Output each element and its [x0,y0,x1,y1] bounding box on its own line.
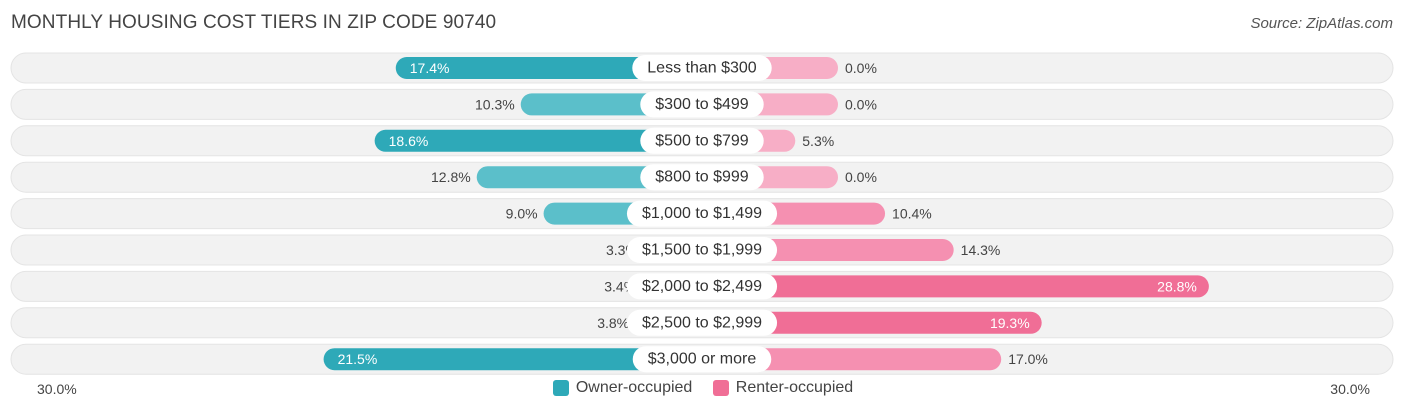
category-label: $2,000 to $2,499 [642,278,762,295]
legend-owner: Owner-occupied [552,379,693,397]
category-label: Less than $300 [647,60,757,77]
axis-left-label: 30.0% [37,381,77,397]
category-label: $800 to $999 [655,169,749,186]
renter-bar [702,311,1042,334]
category-pill [632,55,772,81]
owner-value-label: 9.0% [506,206,538,222]
axis-right-label: 30.0% [1330,381,1370,397]
owner-value-label: 17.4% [410,60,450,76]
category-label: $2,500 to $2,999 [642,314,762,331]
renter-value-label: 0.0% [845,169,877,185]
category-pill [626,237,778,263]
owner-value-label: 12.8% [431,169,471,185]
category-label: $300 to $499 [655,96,749,113]
owner-value-label: 18.6% [389,133,429,149]
renter-value-label: 28.8% [1157,278,1197,294]
owner-swatch [552,380,569,396]
owner-bar [374,129,702,152]
category-label: $1,500 to $1,999 [642,242,762,259]
category-pill [632,346,772,373]
category-pill [640,91,764,118]
renter-value-label: 14.3% [961,242,1001,258]
renter-value-label: 0.0% [845,96,877,112]
renter-bar [702,275,1209,298]
category-label: $1,000 to $1,499 [642,205,762,222]
renter-value-label: 0.0% [845,60,877,76]
legend-owner-label: Owner-occupied [575,379,693,396]
renter-value-label: 10.4% [892,206,932,222]
renter-swatch [712,380,729,396]
category-label: $3,000 or more [648,351,757,368]
legend-renter: Renter-occupied [712,379,854,397]
owner-bar [323,348,702,371]
owner-bar [395,57,702,79]
renter-value-label: 17.0% [1008,351,1048,367]
category-label: $500 to $799 [655,132,749,149]
owner-value-label: 10.3% [475,96,515,112]
category-pill [626,200,778,227]
legend: Owner-occupied Renter-occupied [0,379,1406,401]
legend-renter-label: Renter-occupied [735,379,854,396]
category-pill [640,164,764,191]
chart-title: MONTHLY HOUSING COST TIERS IN ZIP CODE 9… [11,12,497,33]
renter-value-label: 5.3% [802,133,834,149]
source-label: Source: ZipAtlas.com [1250,15,1393,32]
category-pill [626,309,778,336]
owner-value-label: 3.8% [597,315,629,331]
renter-bar [702,348,1002,371]
category-pill [626,273,778,300]
owner-value-label: 21.5% [338,351,378,367]
renter-value-label: 19.3% [990,315,1030,331]
category-pill [640,127,764,154]
